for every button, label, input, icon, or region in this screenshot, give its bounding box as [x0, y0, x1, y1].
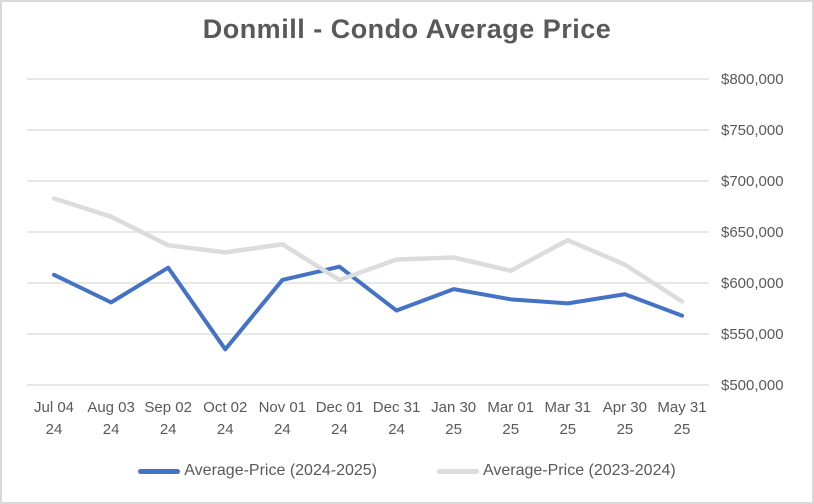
x-tick-label: Mar 01 — [487, 399, 534, 416]
x-tick-label: 25 — [559, 421, 576, 438]
series-line-2024-2025 — [52, 264, 684, 352]
x-tick-label: 25 — [674, 421, 691, 438]
legend-item-2024-2025: Average-Price (2024-2025) — [138, 462, 377, 480]
x-tick-label: 25 — [502, 421, 519, 438]
x-tick-label: Dec 31 — [373, 399, 421, 416]
y-tick-label: $750,000 — [721, 122, 784, 139]
y-tick-label: $700,000 — [721, 173, 784, 190]
series-line-2023-2024 — [51, 196, 685, 304]
y-tick-label: $650,000 — [721, 224, 784, 241]
x-tick-label: Mar 31 — [544, 399, 591, 416]
x-tick-label: Jan 30 — [431, 399, 476, 416]
legend-item-2023-2024: Average-Price (2023-2024) — [437, 462, 676, 480]
chart-legend: Average-Price (2024-2025) Average-Price … — [2, 462, 812, 480]
x-tick-label: Jul 04 — [34, 399, 74, 416]
x-tick-label: Sep 02 — [144, 399, 192, 416]
y-tick-label: $500,000 — [721, 377, 784, 394]
legend-swatch-blue-line-icon — [138, 468, 181, 474]
x-tick-label: 24 — [46, 421, 63, 438]
x-tick-label: Nov 01 — [259, 399, 307, 416]
x-tick-label: 24 — [331, 421, 348, 438]
legend-label: Average-Price (2024-2025) — [184, 462, 377, 479]
x-tick-label: 24 — [160, 421, 177, 438]
legend-swatch-gray-line-icon — [437, 468, 479, 474]
x-tick-label: Oct 02 — [203, 399, 247, 416]
x-tick-label: Apr 30 — [603, 399, 647, 416]
x-tick-label: May 31 — [657, 399, 706, 416]
x-tick-label: Aug 03 — [87, 399, 135, 416]
x-tick-label: Dec 01 — [316, 399, 364, 416]
y-tick-label: $600,000 — [721, 275, 784, 292]
x-tick-label: 24 — [388, 421, 405, 438]
chart-title: Donmill - Condo Average Price — [202, 14, 612, 44]
legend-label: Average-Price (2023-2024) — [483, 462, 676, 479]
x-tick-label: 25 — [445, 421, 462, 438]
x-tick-label: 25 — [617, 421, 634, 438]
y-tick-label: $800,000 — [721, 71, 784, 88]
x-tick-label: 24 — [274, 421, 291, 438]
x-tick-label: 24 — [217, 421, 234, 438]
y-tick-label: $550,000 — [721, 326, 784, 343]
x-tick-label: 24 — [103, 421, 120, 438]
